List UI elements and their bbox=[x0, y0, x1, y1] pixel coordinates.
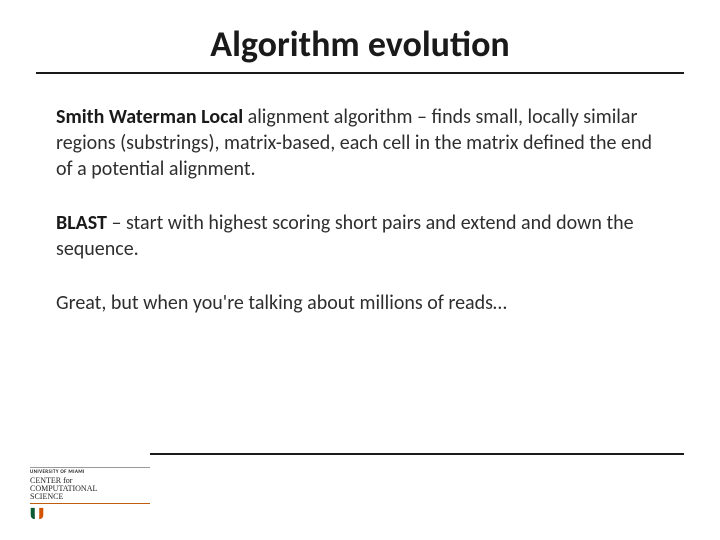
paragraph-closing: Great, but when you're talking about mil… bbox=[56, 290, 664, 316]
logo-orange-rule bbox=[30, 503, 150, 504]
slide: Algorithm evolution Smith Waterman Local… bbox=[0, 0, 720, 540]
logo-u-mark bbox=[30, 507, 150, 520]
bold-blast: BLAST bbox=[56, 211, 107, 235]
paragraph-blast: BLAST – start with highest scoring short… bbox=[56, 210, 664, 262]
logo-center-line3: SCIENCE bbox=[30, 493, 150, 501]
slide-title: Algorithm evolution bbox=[0, 0, 720, 72]
logo-university-text: UNIVERSITY OF MIAMI bbox=[30, 467, 150, 476]
bold-smith-waterman: Smith Waterman Local bbox=[56, 105, 243, 129]
u-icon bbox=[30, 507, 44, 520]
paragraph-smith-waterman: Smith Waterman Local alignment algorithm… bbox=[56, 104, 664, 182]
slide-body: Smith Waterman Local alignment algorithm… bbox=[0, 74, 720, 316]
text-blast: – start with highest scoring short pairs… bbox=[56, 211, 634, 261]
footer-logo-block: UNIVERSITY OF MIAMI CENTER for COMPUTATI… bbox=[30, 467, 150, 520]
footer-underline bbox=[150, 453, 684, 455]
logo-center-text: CENTER for COMPUTATIONAL SCIENCE bbox=[30, 476, 150, 503]
